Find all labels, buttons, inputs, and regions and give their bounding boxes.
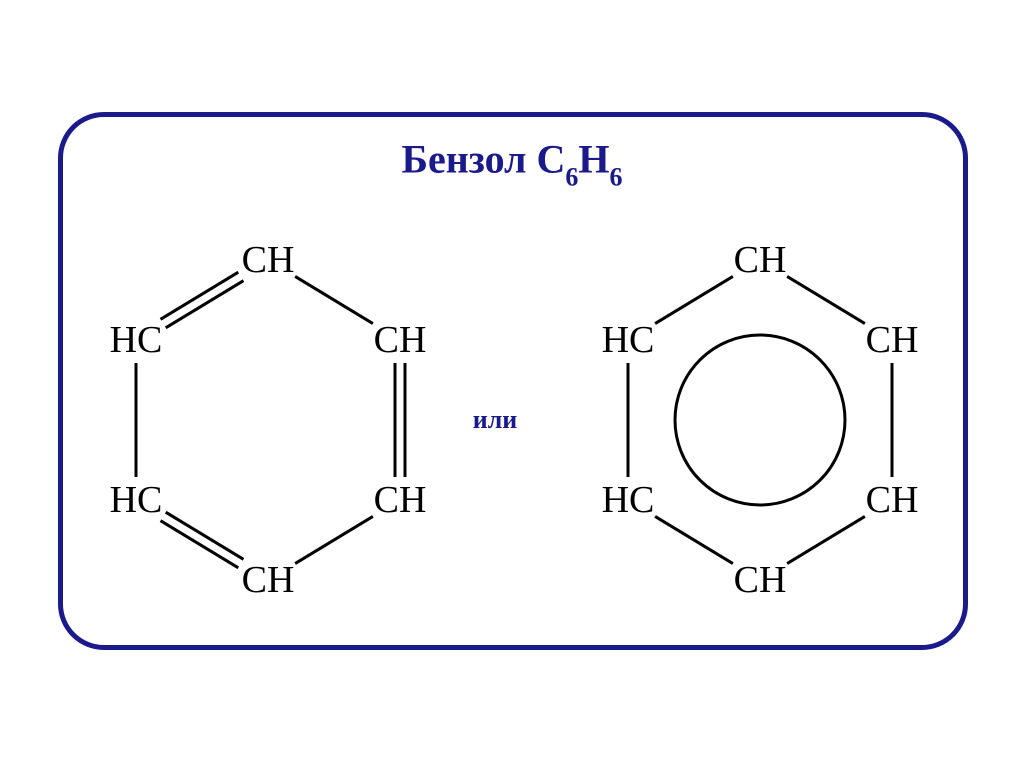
kekule-atom-lr: CH: [374, 478, 427, 522]
delocalized-aromatic-circle: [675, 335, 845, 505]
kekule-atom-top: CH: [242, 238, 295, 282]
delocalized-atom-ul: HC: [602, 318, 655, 362]
delocalized-atom-ll: HC: [602, 478, 655, 522]
kekule-atom-ur: CH: [374, 318, 427, 362]
diagram-canvas: Бензол C6H6 или CHCHCHCHHCHCCHCHCHCHHCHC: [0, 0, 1024, 767]
delocalized-atom-top: CH: [734, 238, 787, 282]
delocalized-atom-ur: CH: [866, 318, 919, 362]
kekule-atom-ul: HC: [110, 318, 163, 362]
bond-layer: [0, 0, 1024, 767]
delocalized-atom-bot: CH: [734, 558, 787, 602]
kekule-atom-ll: HC: [110, 478, 163, 522]
delocalized-atom-lr: CH: [866, 478, 919, 522]
kekule-atom-bot: CH: [242, 558, 295, 602]
